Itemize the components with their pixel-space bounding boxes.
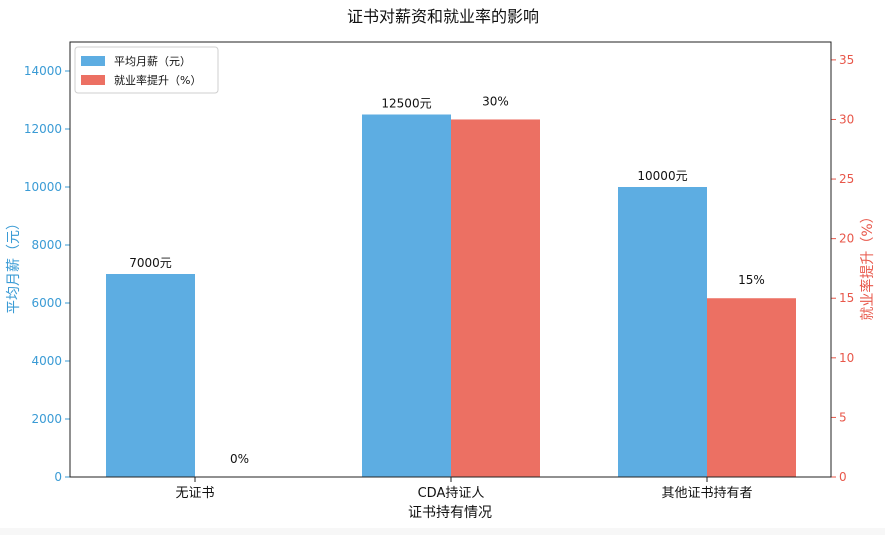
left-tick-label-7: 14000 bbox=[24, 64, 62, 78]
left-tick-label-5: 10000 bbox=[24, 180, 62, 194]
right-tick-label-7: 35 bbox=[839, 53, 854, 67]
right-tick-label-2: 10 bbox=[839, 351, 854, 365]
bar-salary-1 bbox=[362, 114, 451, 477]
right-tick-label-5: 25 bbox=[839, 172, 854, 186]
bars-layer bbox=[106, 114, 796, 477]
bar-employment-1 bbox=[451, 119, 540, 477]
chart-title: 证书对薪资和就业率的影响 bbox=[347, 7, 539, 26]
legend-swatch-salary bbox=[81, 56, 105, 66]
right-axis-title: 就业率提升（%） bbox=[859, 209, 876, 320]
right-tick-label-6: 30 bbox=[839, 112, 854, 126]
right-tick-label-4: 20 bbox=[839, 232, 854, 246]
left-tick-label-1: 2000 bbox=[31, 412, 62, 426]
x-axis: 无证书 CDA持证人 其他证书持有者 bbox=[175, 477, 753, 501]
bar-label-salary-1: 12500元 bbox=[381, 97, 431, 111]
x-axis-title: 证书持有情况 bbox=[408, 505, 492, 521]
left-tick-label-6: 12000 bbox=[24, 122, 62, 136]
bar-label-employment-0: 0% bbox=[230, 452, 249, 466]
x-tick-label-1: CDA持证人 bbox=[418, 486, 485, 501]
bar-label-employment-1: 30% bbox=[482, 94, 509, 108]
bar-employment-2 bbox=[707, 298, 796, 477]
left-axis-title: 平均月薪（元） bbox=[6, 216, 22, 314]
left-axis: 0 2000 4000 6000 8000 10000 12000 14000 bbox=[24, 64, 70, 484]
legend-frame bbox=[74, 46, 219, 94]
left-tick-label-4: 8000 bbox=[31, 238, 62, 252]
right-tick-label-0: 0 bbox=[839, 470, 847, 484]
right-tick-label-1: 5 bbox=[839, 410, 847, 424]
bar-salary-2 bbox=[618, 187, 707, 477]
left-tick-label-3: 6000 bbox=[31, 296, 62, 310]
bar-salary-0 bbox=[106, 274, 195, 477]
right-axis: 0 5 10 15 20 25 30 35 bbox=[831, 53, 854, 484]
left-tick-label-0: 0 bbox=[54, 470, 62, 484]
plot-frame bbox=[69, 41, 832, 478]
bar-label-salary-0: 7000元 bbox=[129, 256, 172, 270]
left-tick-label-2: 4000 bbox=[31, 354, 62, 368]
legend-swatch-employment bbox=[81, 75, 105, 85]
x-tick-label-2: 其他证书持有者 bbox=[661, 486, 752, 501]
bar-labels-layer: 7000元 12500元 10000元 0% 30% 15% bbox=[129, 94, 765, 466]
bar-label-employment-2: 15% bbox=[738, 273, 765, 287]
x-tick-label-0: 无证书 bbox=[175, 486, 214, 501]
legend-label-salary: 平均月薪（元） bbox=[114, 55, 191, 68]
bar-label-salary-2: 10000元 bbox=[637, 169, 687, 183]
legend: 平均月薪（元） 就业率提升（%） bbox=[74, 46, 219, 94]
right-tick-label-3: 15 bbox=[839, 291, 854, 305]
legend-label-employment: 就业率提升（%） bbox=[114, 73, 201, 87]
